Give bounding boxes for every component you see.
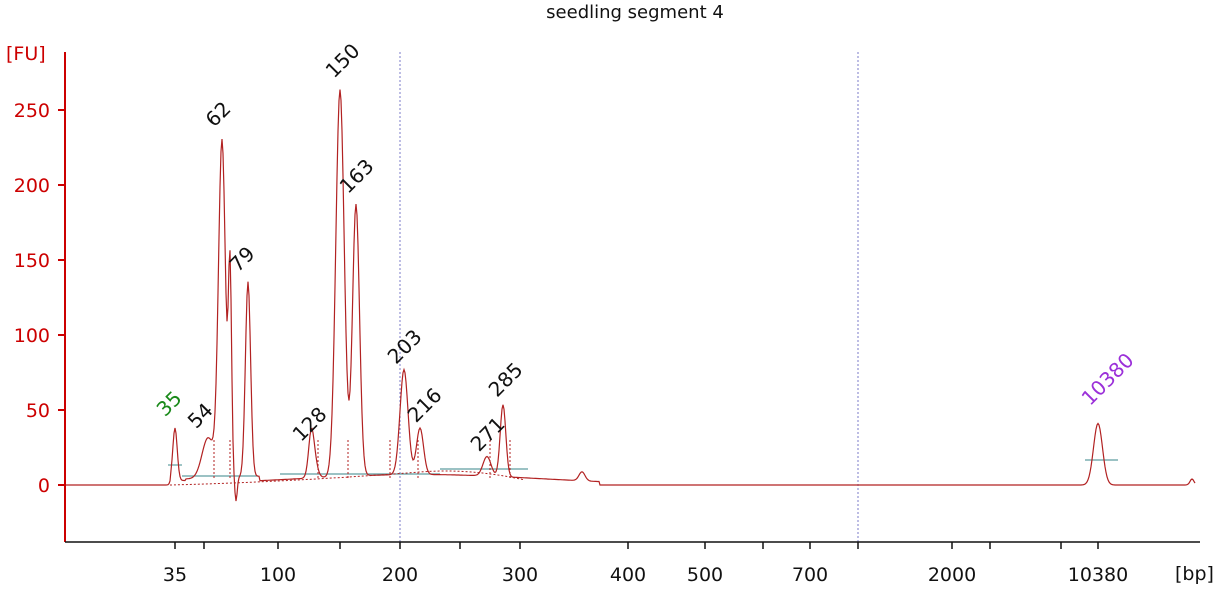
y-tick-label: 150 (14, 250, 50, 272)
peak-label: 35 (152, 386, 187, 421)
dotted-guides (169, 440, 526, 486)
x-tick-label: 400 (610, 564, 646, 586)
peak-label: 10380 (1077, 348, 1139, 410)
peak-label: 271 (466, 412, 510, 456)
peak-label: 163 (335, 154, 379, 198)
x-axis-unit: [bp] (1175, 563, 1214, 585)
y-axis-unit: [FU] (6, 43, 46, 65)
x-tick-label: 100 (260, 564, 296, 586)
chart-title: seedling segment 4 (546, 2, 724, 23)
y-tick-label: 100 (14, 325, 50, 347)
y-tick-label: 200 (14, 175, 50, 197)
y-ticks: 0 50 100 150 200 250 (14, 100, 65, 497)
peak-label: 62 (201, 97, 236, 132)
x-tick-label: 300 (502, 564, 538, 586)
y-tick-label: 50 (26, 400, 50, 422)
x-tick-label: 35 (163, 564, 187, 586)
peak-label: 150 (321, 39, 365, 83)
x-tick-label: 2000 (928, 564, 976, 586)
x-ticks: 35 100 200 300 400 500 700 2000 10380 (163, 542, 1128, 586)
y-tick-label: 0 (38, 475, 50, 497)
peak-label: 54 (183, 398, 218, 433)
peak-label: 79 (225, 242, 260, 277)
x-tick-label: 700 (792, 564, 828, 586)
peak-label: 285 (484, 358, 528, 402)
peak-label: 203 (383, 325, 427, 369)
marker-lines (399, 52, 859, 542)
y-tick-label: 250 (14, 100, 50, 122)
x-tick-label: 500 (687, 564, 723, 586)
baselines (168, 459, 1118, 477)
peak-label: 128 (288, 402, 332, 446)
x-tick-label: 10380 (1068, 564, 1128, 586)
trace-line (65, 89, 1196, 502)
x-tick-label: 200 (382, 564, 418, 586)
